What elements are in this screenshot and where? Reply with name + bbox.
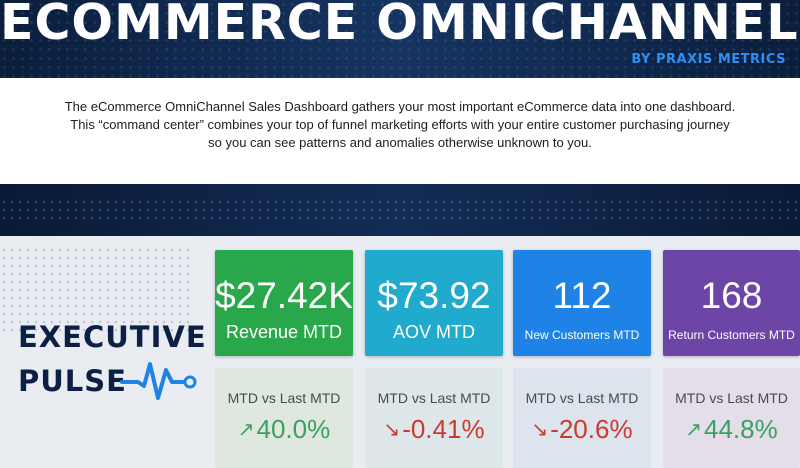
comparison-value: 44.8% bbox=[704, 414, 778, 444]
comparison-value-row: ↘-20.6% bbox=[513, 414, 651, 445]
banner-pattern bbox=[0, 0, 800, 78]
comparison-value-row: ↗44.8% bbox=[663, 414, 800, 445]
comparison-card-aov[interactable]: MTD vs Last MTD ↘-0.41% bbox=[365, 368, 503, 468]
comparison-card-return-customers[interactable]: MTD vs Last MTD ↗44.8% bbox=[663, 368, 800, 468]
section-title-line1: EXECUTIVE bbox=[18, 320, 207, 354]
description-panel: The eCommerce OmniChannel Sales Dashboar… bbox=[0, 78, 800, 184]
comparison-value-row: ↗40.0% bbox=[215, 414, 353, 445]
comparison-title: MTD vs Last MTD bbox=[227, 390, 341, 406]
heartbeat-pulse-icon bbox=[120, 362, 197, 400]
kpi-card-aov[interactable]: $73.92 AOV MTD bbox=[365, 250, 503, 356]
divider-strip bbox=[0, 184, 800, 236]
comparison-card-new-customers[interactable]: MTD vs Last MTD ↘-20.6% bbox=[513, 368, 651, 468]
kpi-label: Revenue MTD bbox=[225, 322, 343, 342]
kpi-card-revenue[interactable]: $27.42K Revenue MTD bbox=[215, 250, 353, 356]
kpi-label: AOV MTD bbox=[392, 322, 475, 342]
kpi-label: New Customers MTD bbox=[524, 328, 640, 342]
comparison-title: MTD vs Last MTD bbox=[377, 390, 491, 406]
comparison-card-revenue[interactable]: MTD vs Last MTD ↗40.0% bbox=[215, 368, 353, 468]
description-line: This “command center” combines your top … bbox=[70, 117, 730, 132]
description-line: so you can see patterns and anomalies ot… bbox=[208, 135, 592, 150]
kpi-value: $27.42K bbox=[215, 275, 353, 316]
page-title: ECOMMERCE OMNICHANNEL SALES bbox=[0, 0, 800, 51]
byline: BY PRAXIS METRICS bbox=[631, 52, 786, 67]
trend-up-arrow-icon: ↗ bbox=[685, 419, 703, 441]
kpi-value: 168 bbox=[700, 275, 763, 316]
description-text: The eCommerce OmniChannel Sales Dashboar… bbox=[40, 98, 760, 152]
description-line: The eCommerce OmniChannel Sales Dashboar… bbox=[64, 99, 736, 114]
trend-down-arrow-icon: ↘ bbox=[383, 419, 401, 441]
comparison-value: -0.41% bbox=[402, 414, 485, 444]
comparison-value: -20.6% bbox=[550, 414, 633, 444]
strip-pattern bbox=[0, 198, 800, 222]
section-title-line2: PULSE bbox=[18, 364, 127, 398]
comparison-value-row: ↘-0.41% bbox=[365, 414, 503, 445]
header-banner: ECOMMERCE OMNICHANNEL SALES BY PRAXIS ME… bbox=[0, 0, 800, 78]
comparison-value: 40.0% bbox=[256, 414, 331, 444]
trend-up-arrow-icon: ↗ bbox=[237, 419, 255, 441]
comparison-title: MTD vs Last MTD bbox=[675, 390, 788, 406]
kpi-card-new-customers[interactable]: 112 New Customers MTD bbox=[513, 250, 651, 356]
dot-pattern bbox=[0, 246, 190, 336]
kpi-value: 112 bbox=[552, 275, 612, 316]
kpi-card-return-customers[interactable]: 168 Return Customers MTD bbox=[663, 250, 800, 356]
comparison-title: MTD vs Last MTD bbox=[525, 390, 639, 406]
trend-down-arrow-icon: ↘ bbox=[531, 419, 549, 441]
kpi-value: $73.92 bbox=[377, 275, 491, 316]
kpi-label: Return Customers MTD bbox=[668, 328, 795, 342]
